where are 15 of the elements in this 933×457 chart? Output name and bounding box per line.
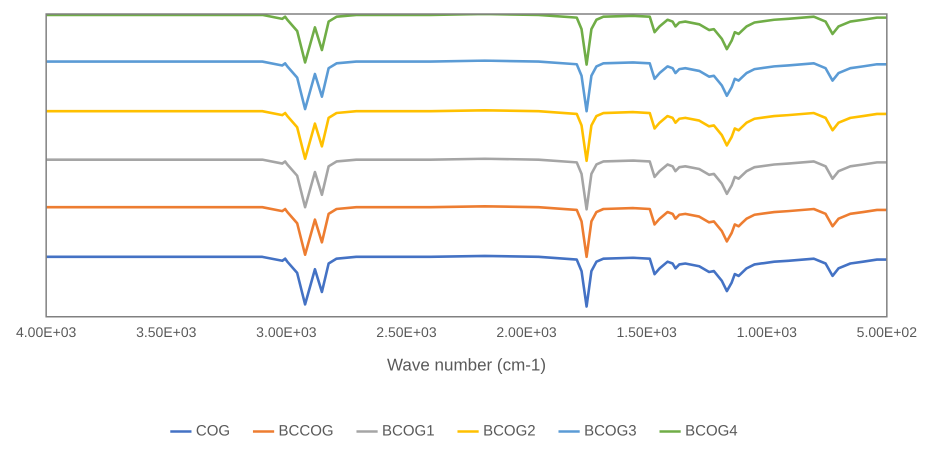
legend-label: COG	[196, 422, 230, 440]
legend-label: BCOG3	[584, 422, 637, 440]
x-tick-label: 4.00E+03	[16, 324, 77, 340]
x-tick-label: 3.50E+03	[136, 324, 197, 340]
x-tick-label: 2.00E+03	[496, 324, 557, 340]
x-tick-label: 3.00E+03	[256, 324, 317, 340]
legend-label: BCCOG	[278, 422, 334, 440]
x-axis-title: Wave number (cm-1)	[386, 355, 546, 374]
x-tick-label: 1.00E+03	[736, 324, 798, 340]
x-tick-label: 5.00E+02	[856, 324, 918, 340]
legend-label: BCOG4	[685, 422, 738, 440]
x-tick-label: 2.50E+03	[376, 324, 437, 340]
legend-label: BCOG2	[483, 422, 536, 440]
x-tick-label: 1.50E+03	[616, 324, 678, 340]
legend-label: BCOG1	[382, 422, 435, 440]
